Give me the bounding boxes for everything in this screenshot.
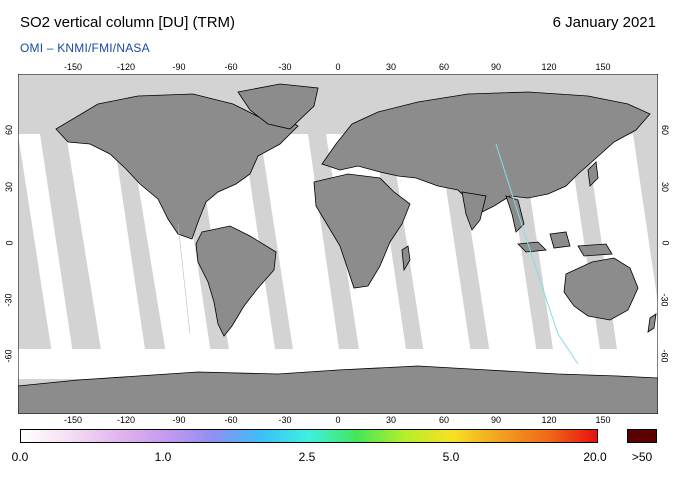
lon-tick-bottom: 90 [490,415,502,425]
overflow-swatch [627,429,657,443]
lon-tick-top: -120 [116,62,136,72]
colorbar-label: 0.0 [11,450,29,464]
lat-tick-right: 0 [660,240,671,246]
lon-tick-top: 120 [541,62,557,72]
colorbar-label: 5.0 [442,450,460,464]
lon-tick-bottom: 150 [595,415,611,425]
lon-tick-top: -90 [172,62,186,72]
lon-tick-top: 30 [385,62,397,72]
lon-tick-bottom: -30 [278,415,292,425]
colorbar-label: 20.0 [583,450,607,464]
lat-tick-left: -60 [3,349,14,363]
lon-tick-top: 0 [335,62,341,72]
lon-tick-bottom: -60 [224,415,238,425]
world-map [18,74,658,414]
color-scale-bar [20,429,598,443]
lat-tick-left: -30 [3,293,14,307]
credit-label: OMI – KNMI/FMI/NASA [20,41,150,55]
colorbar-label: 1.0 [154,450,172,464]
lon-tick-top: -30 [278,62,292,72]
sensor-track [495,143,579,365]
lat-tick-left: 0 [4,240,15,246]
date-label: 6 January 2021 [552,14,656,31]
lon-tick-bottom: 30 [385,415,397,425]
overflow-label: >50 [631,450,653,464]
lat-tick-right: 30 [660,181,671,193]
lon-tick-top: 150 [595,62,611,72]
lon-tick-bottom: -120 [116,415,136,425]
lat-tick-right: -30 [659,293,670,307]
lat-tick-right: 60 [660,124,671,136]
lon-tick-bottom: 0 [335,415,341,425]
lon-tick-bottom: -150 [63,415,83,425]
lon-tick-top: -60 [224,62,238,72]
colorbar-label: 2.5 [298,450,316,464]
lat-tick-right: -60 [659,349,670,363]
lat-tick-left: 60 [4,124,15,136]
lat-tick-left: 30 [4,181,15,193]
lon-tick-bottom: 60 [438,415,450,425]
lon-tick-top: 60 [438,62,450,72]
page-title: SO2 vertical column [DU] (TRM) [20,14,236,31]
lon-tick-bottom: -90 [172,415,186,425]
land-masses [18,83,658,414]
lon-tick-top: -150 [63,62,83,72]
sensor-trace [177,223,191,335]
lon-tick-bottom: 120 [541,415,557,425]
lon-tick-top: 90 [490,62,502,72]
